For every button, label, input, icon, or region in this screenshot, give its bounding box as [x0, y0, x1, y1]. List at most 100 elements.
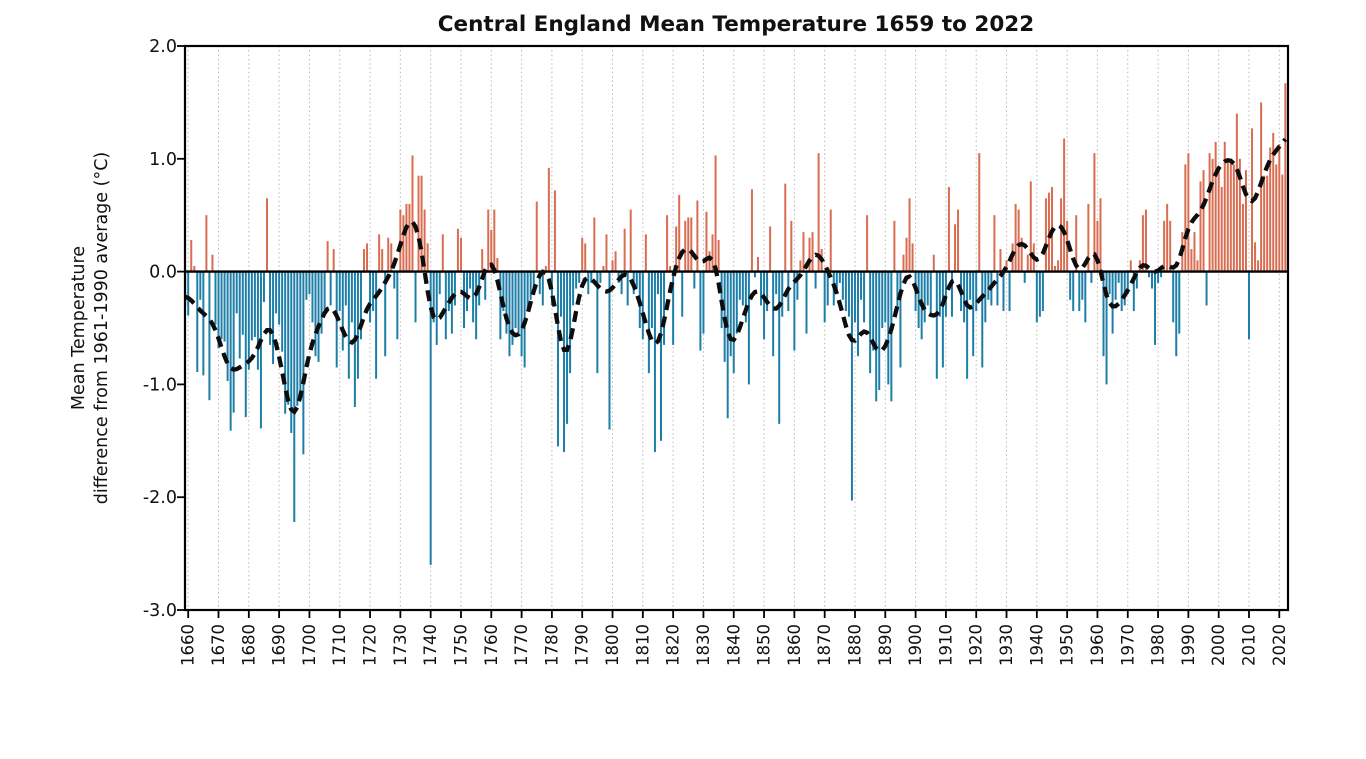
temperature-bar — [1169, 220, 1172, 272]
temperature-bar — [596, 271, 599, 374]
axis-frame — [183, 44, 1290, 612]
temperature-bar — [262, 271, 265, 303]
temperature-bar — [429, 271, 432, 565]
temperature-bar — [359, 271, 362, 340]
temperature-bar — [966, 271, 969, 379]
temperature-bar — [938, 271, 941, 317]
temperature-bar — [1005, 260, 1008, 272]
temperature-bar — [957, 209, 960, 272]
temperature-bar — [987, 271, 990, 300]
chart-title: Central England Mean Temperature 1659 to… — [438, 12, 1034, 37]
temperature-bar — [1272, 132, 1275, 272]
temperature-bar — [1096, 220, 1099, 272]
temperature-bar — [823, 271, 826, 323]
y-tick-label: -3.0 — [143, 601, 177, 621]
temperature-bar — [705, 211, 708, 272]
temperature-bar — [608, 271, 611, 430]
temperature-bar — [356, 271, 359, 379]
temperature-bar — [517, 271, 520, 334]
temperature-bar — [775, 271, 778, 295]
temperature-bar — [202, 271, 205, 376]
temperature-bar — [253, 271, 256, 338]
temperature-bar — [1090, 271, 1093, 283]
temperature-bar — [502, 271, 505, 312]
trend-dashed-path — [184, 137, 1288, 415]
temperature-bar — [647, 271, 650, 374]
temperature-bar — [259, 271, 262, 429]
temperature-bar — [1266, 175, 1269, 272]
temperature-bar — [802, 232, 805, 272]
temperature-bar — [381, 249, 384, 272]
temperature-bar — [917, 271, 920, 328]
temperature-bar — [190, 240, 193, 272]
temperature-bar — [369, 271, 372, 323]
temperature-bar — [857, 271, 860, 357]
y-tick-label: 0.0 — [149, 263, 177, 283]
temperature-bar — [1217, 170, 1220, 272]
temperature-bar — [817, 153, 820, 272]
temperature-bar — [511, 271, 514, 345]
temperature-bar — [1120, 271, 1123, 312]
x-tick-label: 1690 — [270, 624, 289, 666]
temperature-bar — [1023, 271, 1026, 283]
temperature-bar — [1229, 158, 1232, 272]
temperature-bar — [860, 271, 863, 300]
temperature-bar — [323, 271, 326, 312]
temperature-bar — [590, 271, 593, 283]
temperature-bar — [444, 271, 447, 340]
temperature-bar — [569, 271, 572, 374]
temperature-bar — [1275, 164, 1278, 272]
temperature-bar — [1154, 271, 1157, 345]
temperature-bar — [459, 237, 462, 272]
x-tick-label: 1730 — [391, 624, 410, 666]
y-axis-label: difference from 1961-1990 average (°C) — [92, 152, 112, 504]
temperature-bar — [311, 271, 314, 323]
temperature-bar — [414, 271, 417, 323]
temperature-bar — [1057, 260, 1060, 272]
temperature-bar — [314, 271, 317, 357]
temperature-bar — [799, 260, 802, 272]
temperature-bar — [1284, 83, 1287, 272]
temperature-bar — [1178, 271, 1181, 334]
temperature-bar — [699, 271, 702, 351]
temperature-bar — [499, 271, 502, 340]
temperature-bar — [1135, 271, 1138, 289]
temperature-bar — [844, 271, 847, 312]
temperature-bar — [693, 271, 696, 289]
temperature-bar — [1123, 271, 1126, 306]
temperature-bar — [1041, 271, 1044, 312]
temperature-bar — [620, 271, 623, 295]
temperature-bar — [1247, 271, 1250, 340]
temperature-bar — [1263, 175, 1266, 272]
temperature-bar — [235, 271, 238, 314]
x-tick-label: 2000 — [1209, 624, 1228, 666]
temperature-bar — [972, 271, 975, 357]
temperature-bar — [1269, 147, 1272, 272]
temperature-bar — [1108, 271, 1111, 295]
temperature-bar — [723, 271, 726, 362]
temperature-bar — [899, 271, 902, 368]
temperature-bar — [362, 249, 365, 272]
temperature-bar — [805, 271, 808, 334]
x-tick-label: 1920 — [967, 624, 986, 666]
y-tick-label: -2.0 — [143, 488, 177, 508]
temperature-bar — [1151, 271, 1154, 289]
temperature-bar — [1093, 153, 1096, 272]
temperature-bar — [581, 237, 584, 272]
temperature-bar — [887, 271, 890, 385]
temperature-bar — [256, 271, 259, 370]
temperature-bar — [508, 271, 511, 357]
temperature-bar — [650, 271, 653, 328]
x-tick-label: 1950 — [1058, 624, 1077, 666]
temperature-bar — [732, 271, 735, 374]
temperature-bar — [1129, 260, 1132, 272]
temperature-bar — [226, 271, 229, 382]
temperature-bar — [544, 265, 547, 272]
temperature-bar — [996, 271, 999, 306]
temperature-bar — [453, 271, 456, 306]
temperature-bar — [672, 271, 675, 345]
x-tick-label: 1870 — [815, 624, 834, 666]
temperature-bar — [278, 271, 281, 325]
temperature-bar — [814, 271, 817, 289]
temperature-bar — [423, 209, 426, 272]
